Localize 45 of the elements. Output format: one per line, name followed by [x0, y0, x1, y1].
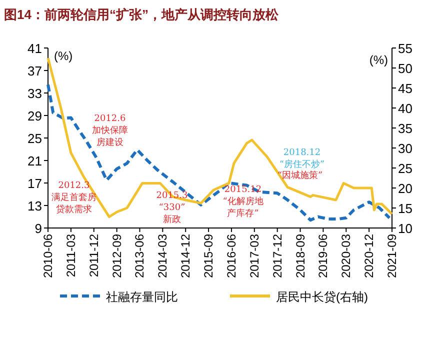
y2-tick-label: 40: [398, 101, 412, 116]
y2-tick-label: 25: [398, 161, 412, 176]
line-series: [46, 83, 391, 222]
legend-label: 社融存量同比: [106, 290, 178, 304]
x-tick-label: 2020-03: [339, 234, 354, 278]
y-tick-label: 33: [28, 86, 42, 101]
annotation: 2012.3 满足首套房贷款需求: [52, 181, 96, 215]
y2-axis-title: (%): [369, 53, 388, 67]
annotation: “因城施策”: [277, 170, 323, 181]
y2-tick-label: 45: [398, 81, 412, 96]
x-tick-label: 2015-09: [202, 234, 216, 278]
legend-label: 居民中长贷(右轴): [276, 290, 368, 304]
x-tick-label: 2017-12: [270, 234, 284, 278]
x-tick-label: 2020-12: [362, 234, 376, 278]
x-tick-label: 2018-09: [293, 234, 308, 278]
x-tick-label: 2016-06: [224, 234, 238, 278]
x-tick-label: 2017-03: [247, 234, 262, 278]
y-tick-label: 13: [28, 198, 42, 214]
y2-tick-label: 55: [398, 41, 412, 56]
chart-title: 图14：前两轮信用“扩张”，地产从调控转向放松: [4, 7, 280, 22]
y2-tick-label: 30: [398, 141, 412, 156]
x-tick-label: 2012-09: [110, 234, 124, 278]
y-tick-label: 41: [28, 41, 42, 56]
x-tick-label: 2011-12: [86, 234, 101, 278]
y2-tick-label: 10: [398, 221, 412, 236]
annotation: 2018.12 “房住不炒”: [279, 148, 325, 170]
y2-tick-label: 15: [398, 201, 412, 216]
y-tick-label: 25: [28, 131, 42, 146]
y-tick-label: 17: [28, 176, 42, 191]
x-tick-label: 2010-06: [41, 234, 55, 278]
y-tick-label: 37: [28, 64, 42, 78]
y-tick-label: 21: [28, 154, 42, 168]
annotation: 2012.6 加快保障房建设: [92, 114, 128, 148]
y2-tick-label: 50: [398, 61, 412, 76]
y2-tick-label: 20: [398, 181, 412, 196]
x-tick-label: 2014-03: [156, 234, 170, 278]
y-axis-title: (%): [54, 49, 73, 63]
x-tick-label: 2011-03: [64, 234, 78, 278]
x-tick-label: 2021-09: [385, 234, 399, 278]
x-tick-label: 2014-12: [178, 234, 193, 278]
y2-tick-label: 35: [398, 121, 412, 136]
y-tick-label: 29: [28, 108, 42, 124]
x-tick-label: 2019-06: [316, 234, 330, 278]
x-tick-label: 2013-06: [132, 234, 147, 278]
y-tick-label: 9: [34, 221, 42, 236]
